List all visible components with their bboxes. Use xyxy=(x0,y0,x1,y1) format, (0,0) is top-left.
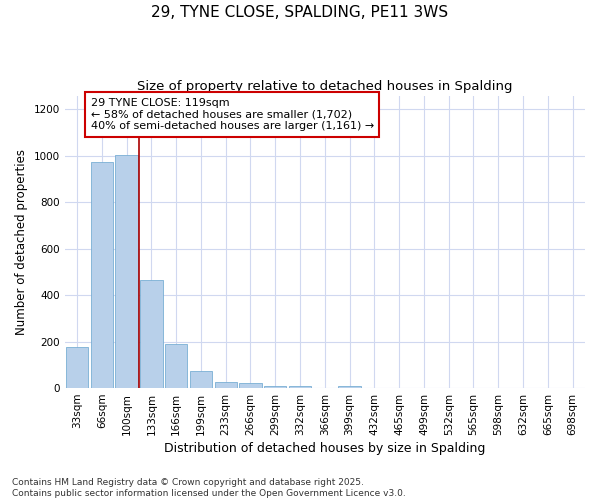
Bar xyxy=(115,155,138,388)
Bar xyxy=(165,344,187,388)
Text: 29, TYNE CLOSE, SPALDING, PE11 3WS: 29, TYNE CLOSE, SPALDING, PE11 3WS xyxy=(151,5,449,20)
X-axis label: Distribution of detached houses by size in Spalding: Distribution of detached houses by size … xyxy=(164,442,485,455)
Bar xyxy=(91,162,113,388)
Title: Size of property relative to detached houses in Spalding: Size of property relative to detached ho… xyxy=(137,80,512,93)
Bar xyxy=(66,348,88,388)
Bar xyxy=(338,386,361,388)
Bar xyxy=(289,386,311,388)
Bar xyxy=(264,386,286,388)
Bar xyxy=(215,382,237,388)
Bar xyxy=(239,384,262,388)
Y-axis label: Number of detached properties: Number of detached properties xyxy=(15,149,28,335)
Text: Contains HM Land Registry data © Crown copyright and database right 2025.
Contai: Contains HM Land Registry data © Crown c… xyxy=(12,478,406,498)
Bar xyxy=(190,370,212,388)
Bar xyxy=(140,280,163,388)
Text: 29 TYNE CLOSE: 119sqm
← 58% of detached houses are smaller (1,702)
40% of semi-d: 29 TYNE CLOSE: 119sqm ← 58% of detached … xyxy=(91,98,374,131)
